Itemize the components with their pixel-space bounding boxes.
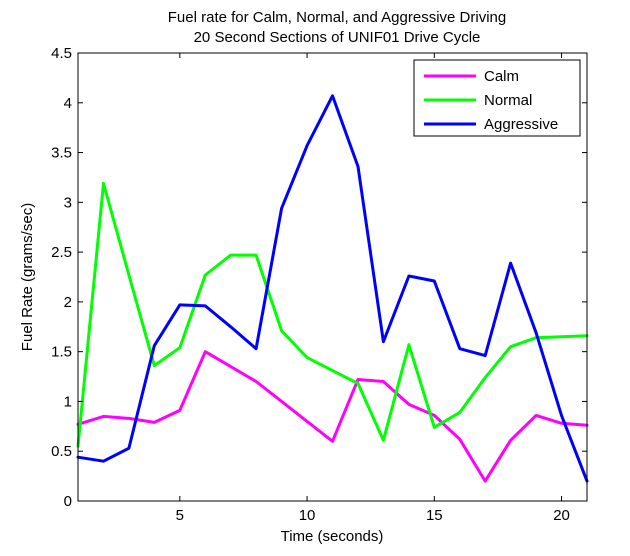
- y-tick-label: 4: [64, 95, 72, 112]
- series-line-normal: [76, 181, 589, 448]
- y-tick-label: 0: [64, 493, 72, 510]
- legend-label-aggressive: Aggressive: [484, 116, 558, 133]
- x-tick-label: 5: [176, 507, 184, 524]
- axis-ticks: 5 10 15 20 0 0.5 1 1.5 2 2.5 3 3.5 4 4.5: [51, 45, 587, 524]
- x-axis-label: Time (seconds): [281, 528, 384, 545]
- x-tick-label: 10: [299, 507, 316, 524]
- legend: Calm Normal Aggressive: [413, 59, 581, 137]
- series-line-aggressive: [76, 94, 589, 483]
- y-tick-label: 3.5: [51, 145, 72, 162]
- y-tick-label: 1: [64, 393, 72, 410]
- x-tick-label: 20: [553, 507, 570, 524]
- y-tick-label: 2: [64, 294, 72, 311]
- series-line-calm: [76, 350, 589, 483]
- y-tick-label: 2.5: [51, 244, 72, 261]
- x-tick-label: 15: [426, 507, 443, 524]
- y-axis-label: Fuel Rate (grams/sec): [19, 203, 36, 351]
- chart-subtitle: 20 Second Sections of UNIF01 Drive Cycle: [194, 29, 481, 46]
- legend-label-normal: Normal: [484, 92, 532, 109]
- y-tick-label: 3: [64, 194, 72, 211]
- chart-title: Fuel rate for Calm, Normal, and Aggressi…: [168, 9, 506, 26]
- legend-label-calm: Calm: [484, 68, 519, 85]
- y-tick-label: 4.5: [51, 45, 72, 62]
- plot-frame: [77, 52, 588, 502]
- y-tick-label: 0.5: [51, 443, 72, 460]
- y-tick-label: 1.5: [51, 344, 72, 361]
- series-lines: [76, 94, 589, 483]
